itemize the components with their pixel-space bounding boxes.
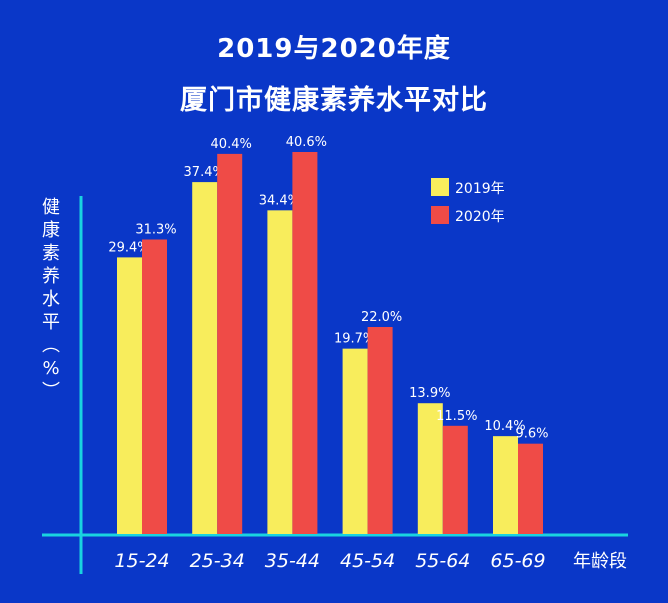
bar-series2 [142, 239, 167, 535]
legend-swatch [431, 178, 449, 196]
legend-label: 2019年 [455, 181, 505, 197]
bar-series2 [442, 425, 468, 534]
x-tick-label: 65-69 [490, 550, 545, 572]
x-tick-label: 55-64 [415, 550, 470, 572]
data-label: 37.4% [184, 165, 225, 180]
bar-series2 [518, 443, 543, 534]
y-axis-label-char: 健 [42, 197, 60, 218]
y-axis-label-char: ︵ [42, 335, 60, 356]
y-axis-label: 健康素养水平 ︵% ︶ [36, 196, 66, 403]
x-tick-label: 25-34 [190, 550, 245, 572]
x-tick-label: 15-24 [114, 550, 169, 572]
y-axis-label-char: 养 [42, 266, 60, 287]
chart-title-line2: 厦门市健康素养水平对比 [180, 85, 488, 116]
x-axis-title: 年龄段 [573, 551, 627, 572]
data-label: 10.4% [484, 419, 525, 434]
bar-series1 [493, 436, 518, 534]
bar-series1 [342, 348, 368, 534]
bar-series1 [267, 210, 293, 535]
data-label: 9.6% [515, 427, 548, 442]
y-axis-label-char: % [42, 358, 60, 379]
data-label: 34.4% [259, 193, 300, 208]
bar-series1 [417, 403, 443, 534]
data-label: 40.4% [211, 137, 252, 152]
bar-series1 [192, 182, 218, 534]
data-label: 31.3% [135, 223, 176, 238]
data-label: 40.6% [286, 135, 327, 150]
data-label: 13.9% [409, 386, 450, 401]
bar-series2 [217, 153, 243, 534]
x-tick-label: 35-44 [265, 550, 320, 572]
data-label: 11.5% [436, 409, 477, 424]
y-axis-label-char: 素 [42, 243, 60, 264]
y-axis-label-char: ︶ [42, 381, 60, 402]
legend-swatch [431, 206, 449, 224]
x-tick-label: 45-54 [340, 550, 395, 572]
y-axis-label-char: 康 [42, 220, 60, 241]
bar-series2 [367, 327, 393, 534]
data-label: 29.4% [108, 240, 149, 255]
data-label: 22.0% [361, 310, 402, 325]
chart-title-line1: 2019与2020年度 [217, 34, 451, 64]
bar-series1 [117, 257, 142, 534]
legend-label: 2020年 [455, 209, 505, 225]
y-axis-label-char: 平 [42, 312, 60, 333]
data-label: 19.7% [334, 332, 375, 347]
y-axis-label-char: 水 [42, 289, 60, 310]
bar-series2 [292, 152, 318, 534]
